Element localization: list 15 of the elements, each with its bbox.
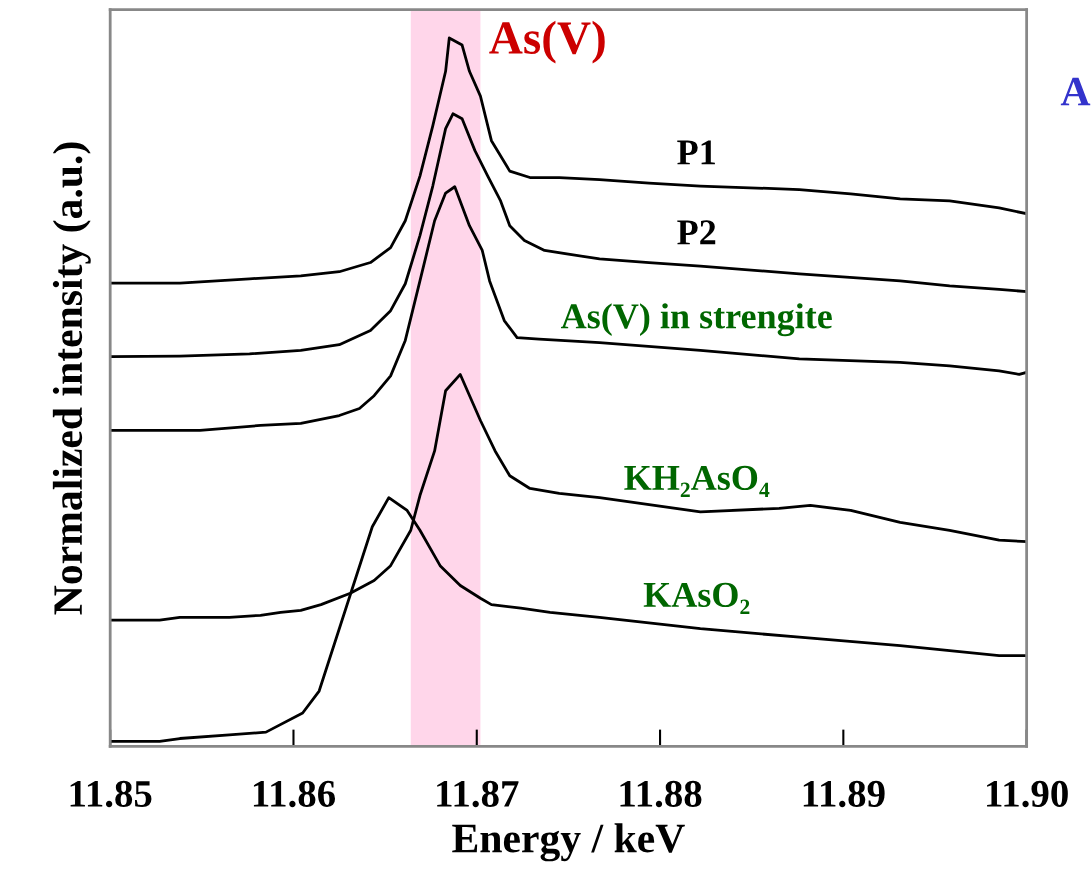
x-tick-label: 11.89 <box>803 780 885 808</box>
series-label: KH₂AsO₄ <box>624 465 770 497</box>
y-axis-title: Normalized intensity (a.u.) <box>52 142 91 615</box>
band-label: As(V) <box>489 20 605 64</box>
x-tick-label: 11.87 <box>437 780 519 808</box>
x-tick-label: 11.90 <box>987 780 1068 808</box>
x-axis-title: Energy / keV <box>452 823 685 862</box>
series-label: As(V) in strengite <box>560 303 832 337</box>
text: A <box>1060 77 1091 106</box>
series-label: KAsO₂ <box>643 582 750 614</box>
x-tick-label: 11.88 <box>620 780 702 808</box>
x-tick-label: 11.85 <box>70 780 152 808</box>
series-label: P1 <box>677 140 715 165</box>
x-tick-label: 11.86 <box>253 780 336 808</box>
series-label: P2 <box>677 220 716 245</box>
